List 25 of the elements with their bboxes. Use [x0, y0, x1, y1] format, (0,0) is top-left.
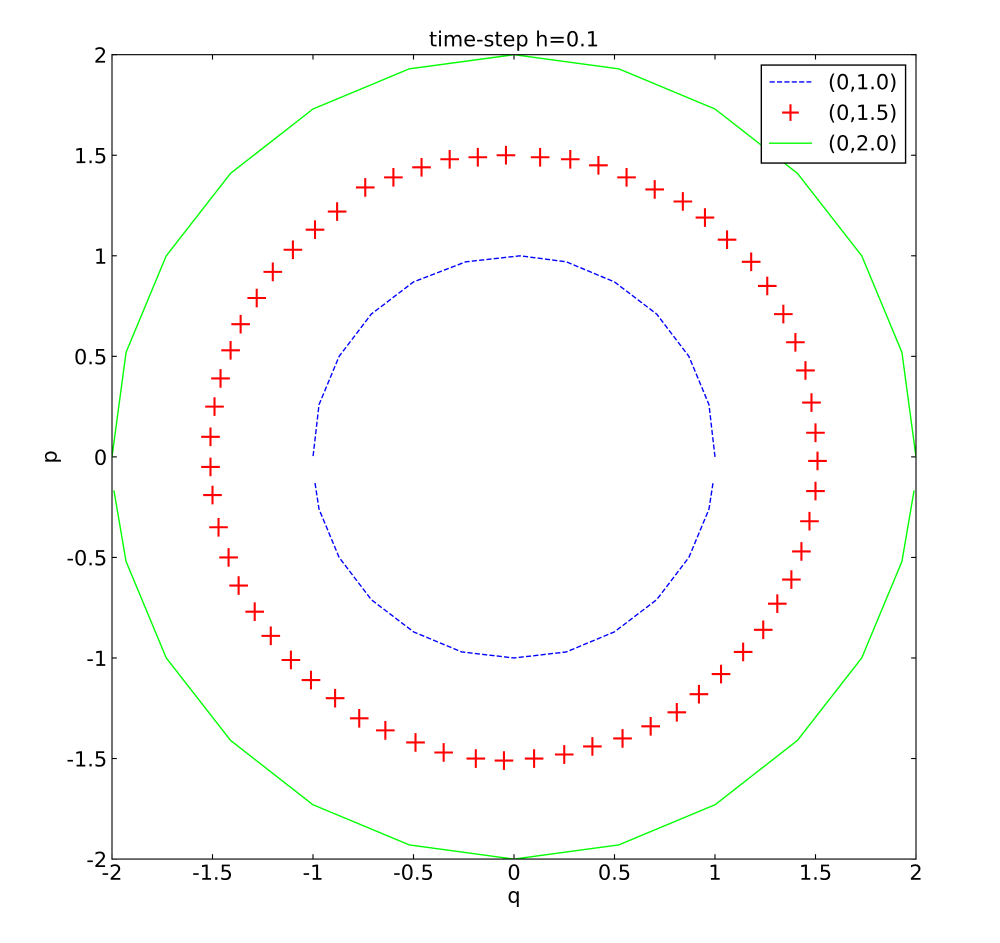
legend-label: (0,1.0) — [830, 73, 896, 92]
x-tick-label: 1.5 — [801, 864, 830, 880]
chart-title: time-step h=0.1 — [430, 30, 598, 51]
x-axis-title: q — [508, 891, 519, 908]
y-tick-label: 1.5 — [76, 148, 106, 164]
y-tick-label: -1.5 — [68, 751, 106, 767]
line-series — [314, 482, 714, 659]
legend-label: (0,2.0) — [830, 134, 896, 154]
x-tick-label: -1 — [304, 864, 322, 880]
x-tick-label: 1 — [710, 864, 720, 880]
x-tick-label: 0 — [508, 864, 520, 880]
y-tick-label: -2 — [87, 852, 106, 867]
y-tick-label: 0.5 — [75, 348, 106, 365]
x-tick-label: -0.5 — [394, 864, 432, 880]
x-tick-label: -1.5 — [193, 864, 232, 880]
y-tick-label: -0.5 — [68, 550, 106, 566]
y-tick-label: 0 — [95, 449, 106, 466]
y-tick-label: 2 — [95, 47, 106, 63]
x-tick-label: 2 — [910, 864, 921, 880]
y-tick-label: 1 — [96, 248, 106, 264]
y-tick-label: -1 — [87, 650, 106, 666]
legend-label: (0,1.5) — [830, 104, 896, 123]
x-tick-label: 0.5 — [599, 864, 630, 880]
line-series — [312, 255, 716, 458]
y-axis-title: p — [44, 451, 61, 462]
